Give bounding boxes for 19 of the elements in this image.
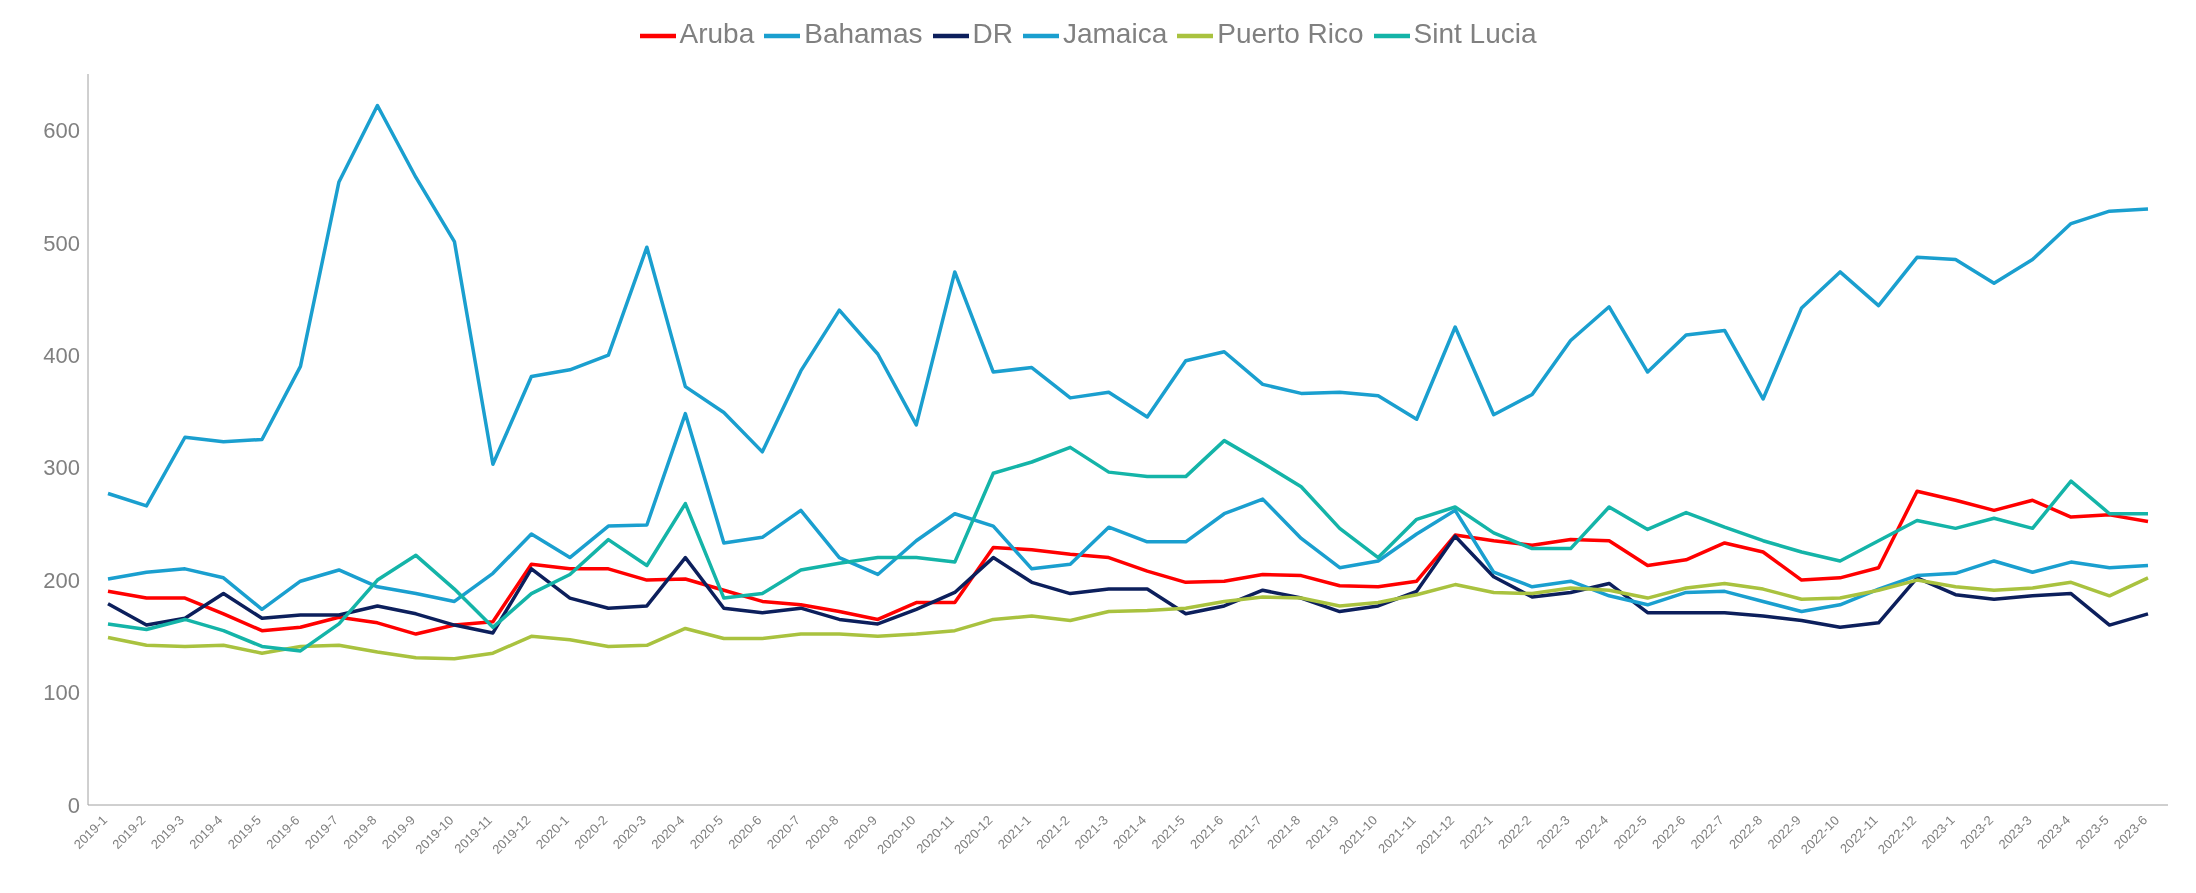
legend-label: Sint Lucia [1413,18,1537,50]
legend-label: Bahamas [804,18,923,50]
legend-label: Aruba [679,18,755,50]
y-tick-label: 200 [43,567,80,593]
line-series [106,438,2150,653]
line-series [106,534,2150,635]
y-tick-label: 100 [43,680,80,706]
y-tick-label: 500 [43,230,80,256]
y-tick-label: 300 [43,455,80,481]
line-series [106,411,2150,614]
legend-label: DR [972,18,1013,50]
legend-label: Puerto Rico [1217,18,1364,50]
y-tick-label: 0 [67,792,80,818]
line-series [106,489,2150,636]
legend-label: Jamaica [1062,18,1168,50]
line-series [106,103,2150,508]
y-tick-label: 400 [43,342,80,368]
y-tick-label: 600 [43,118,80,144]
line-series [106,576,2150,661]
